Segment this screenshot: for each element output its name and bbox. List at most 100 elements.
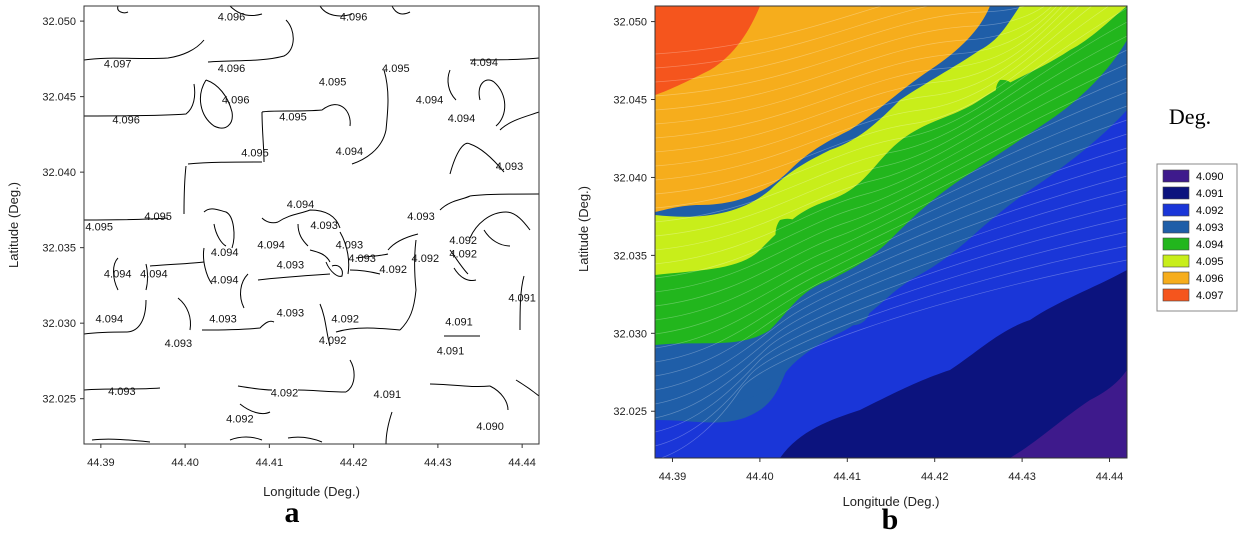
contour-label: 4.094 [448,113,476,125]
y-tick-label: 32.035 [42,243,76,255]
contour-line [229,436,263,441]
y-tick-label: 32.040 [42,167,76,179]
contour-line [84,83,196,117]
filled-band [1010,370,1127,458]
contour-line [84,39,205,61]
y-tick-group: 32.025 32.030 32.035 32.040 32.045 32.050 [613,17,655,418]
iso-line [655,6,930,69]
contour-line [261,217,279,224]
contour-label: 4.094 [140,268,168,280]
x-axis-label: Longitude (Deg.) [843,494,940,509]
contour-label: 4.094 [211,274,239,286]
legend-swatch [1162,254,1190,268]
contour-line [519,275,525,331]
contour-line [349,269,381,275]
contour-label: 4.094 [96,314,124,326]
contour-label: 4.092 [226,413,254,425]
contour-line [469,193,539,197]
contour-line [469,211,531,239]
panel-a-contour-chart: 4.096 4.096 4.097 4.096 4.095 4.095 4.094 4.096… [6,5,540,529]
contour-line [387,233,419,251]
contour-line [449,142,505,175]
contour-line [207,19,294,63]
legend-swatch [1162,203,1190,217]
contour-line [297,389,347,393]
contour-label: 4.094 [257,240,285,252]
contour-line [325,261,343,277]
contour-line [386,443,387,444]
contour-line [339,231,350,275]
y-tick-group: 32.025 32.030 32.035 32.040 32.045 32.050 [42,16,84,406]
iso-line [655,21,1127,223]
contour-line [447,69,457,101]
iso-line [655,105,1127,307]
contour-line [287,436,323,443]
iso-line [655,189,1127,391]
contour-label: 4.093 [496,161,524,173]
contour-label: 4.095 [382,63,410,75]
iso-line [655,147,1127,349]
contour-line [213,223,227,247]
filled-contour-field [655,6,1127,458]
contour-label: 4.096 [218,12,246,24]
contour-line [355,253,389,259]
contour-label: 4.096 [112,114,140,126]
contour-label: 4.094 [211,247,239,259]
contour-label: 4.095 [85,222,113,234]
contour-line [391,6,411,15]
iso-line [655,6,1027,83]
contour-line [240,273,249,309]
contour-line [499,111,539,131]
contour-line [117,6,129,14]
contour-label: 4.094 [287,199,315,211]
filled-band [775,218,805,255]
contour-line [203,247,213,285]
iso-line [655,6,883,55]
y-tick-label: 32.050 [42,16,76,28]
contour-line [237,385,273,391]
contour-label: 4.092 [412,253,440,265]
contour-label: 4.097 [104,58,132,70]
legend-label: 4.091 [1196,188,1224,200]
iso-line [655,217,1127,419]
iso-line [655,245,1127,447]
legend-box [1156,163,1238,312]
x-tick-label: 44.44 [508,457,536,469]
y-tick-label: 32.040 [613,172,647,184]
iso-line [655,6,1046,97]
iso-line [655,6,1058,125]
contour-line [449,249,469,275]
x-tick-label: 44.44 [1096,471,1124,483]
iso-line [655,6,1070,153]
contour-label: 4.095 [279,111,307,123]
contour-line [203,208,235,249]
iso-lines [655,6,1127,458]
x-tick-label: 44.41 [834,471,862,483]
filled-band [655,6,760,95]
legend-label: 4.094 [1196,239,1224,251]
filled-band [837,294,870,326]
iso-line [655,231,1127,433]
contour-label: 4.092 [271,388,299,400]
x-tick-label: 44.43 [1008,471,1036,483]
legend-swatch [1162,271,1190,285]
contour-label: 4.092 [331,314,359,326]
legend-swatch [1162,169,1190,183]
legend-entries: 4.090 4.091 4.092 4.093 4.094 4.095 4.096 4.097 [1162,169,1224,302]
contour-line [429,383,491,388]
contour-line [469,57,539,61]
contour-line [199,79,233,129]
contour-label: 4.093 [277,308,305,320]
contour-line [351,69,389,165]
panel-b-heatmap-chart: 44.39 44.40 44.41 44.42 44.43 44.44 32.02532.… [576,5,1238,536]
contour-label: 4.092 [379,264,407,276]
contour-line [453,267,477,281]
contour-line [309,249,331,263]
contour-line [489,385,509,411]
y-tick-label: 32.025 [613,406,647,418]
contour-label: 4.094 [336,146,364,158]
legend-swatch [1162,186,1190,200]
y-tick-label: 32.030 [613,328,647,340]
legend: 4.090 4.091 4.092 4.093 4.094 4.095 4.096 4.097 [1156,163,1238,312]
contour-label: 4.094 [416,95,444,107]
